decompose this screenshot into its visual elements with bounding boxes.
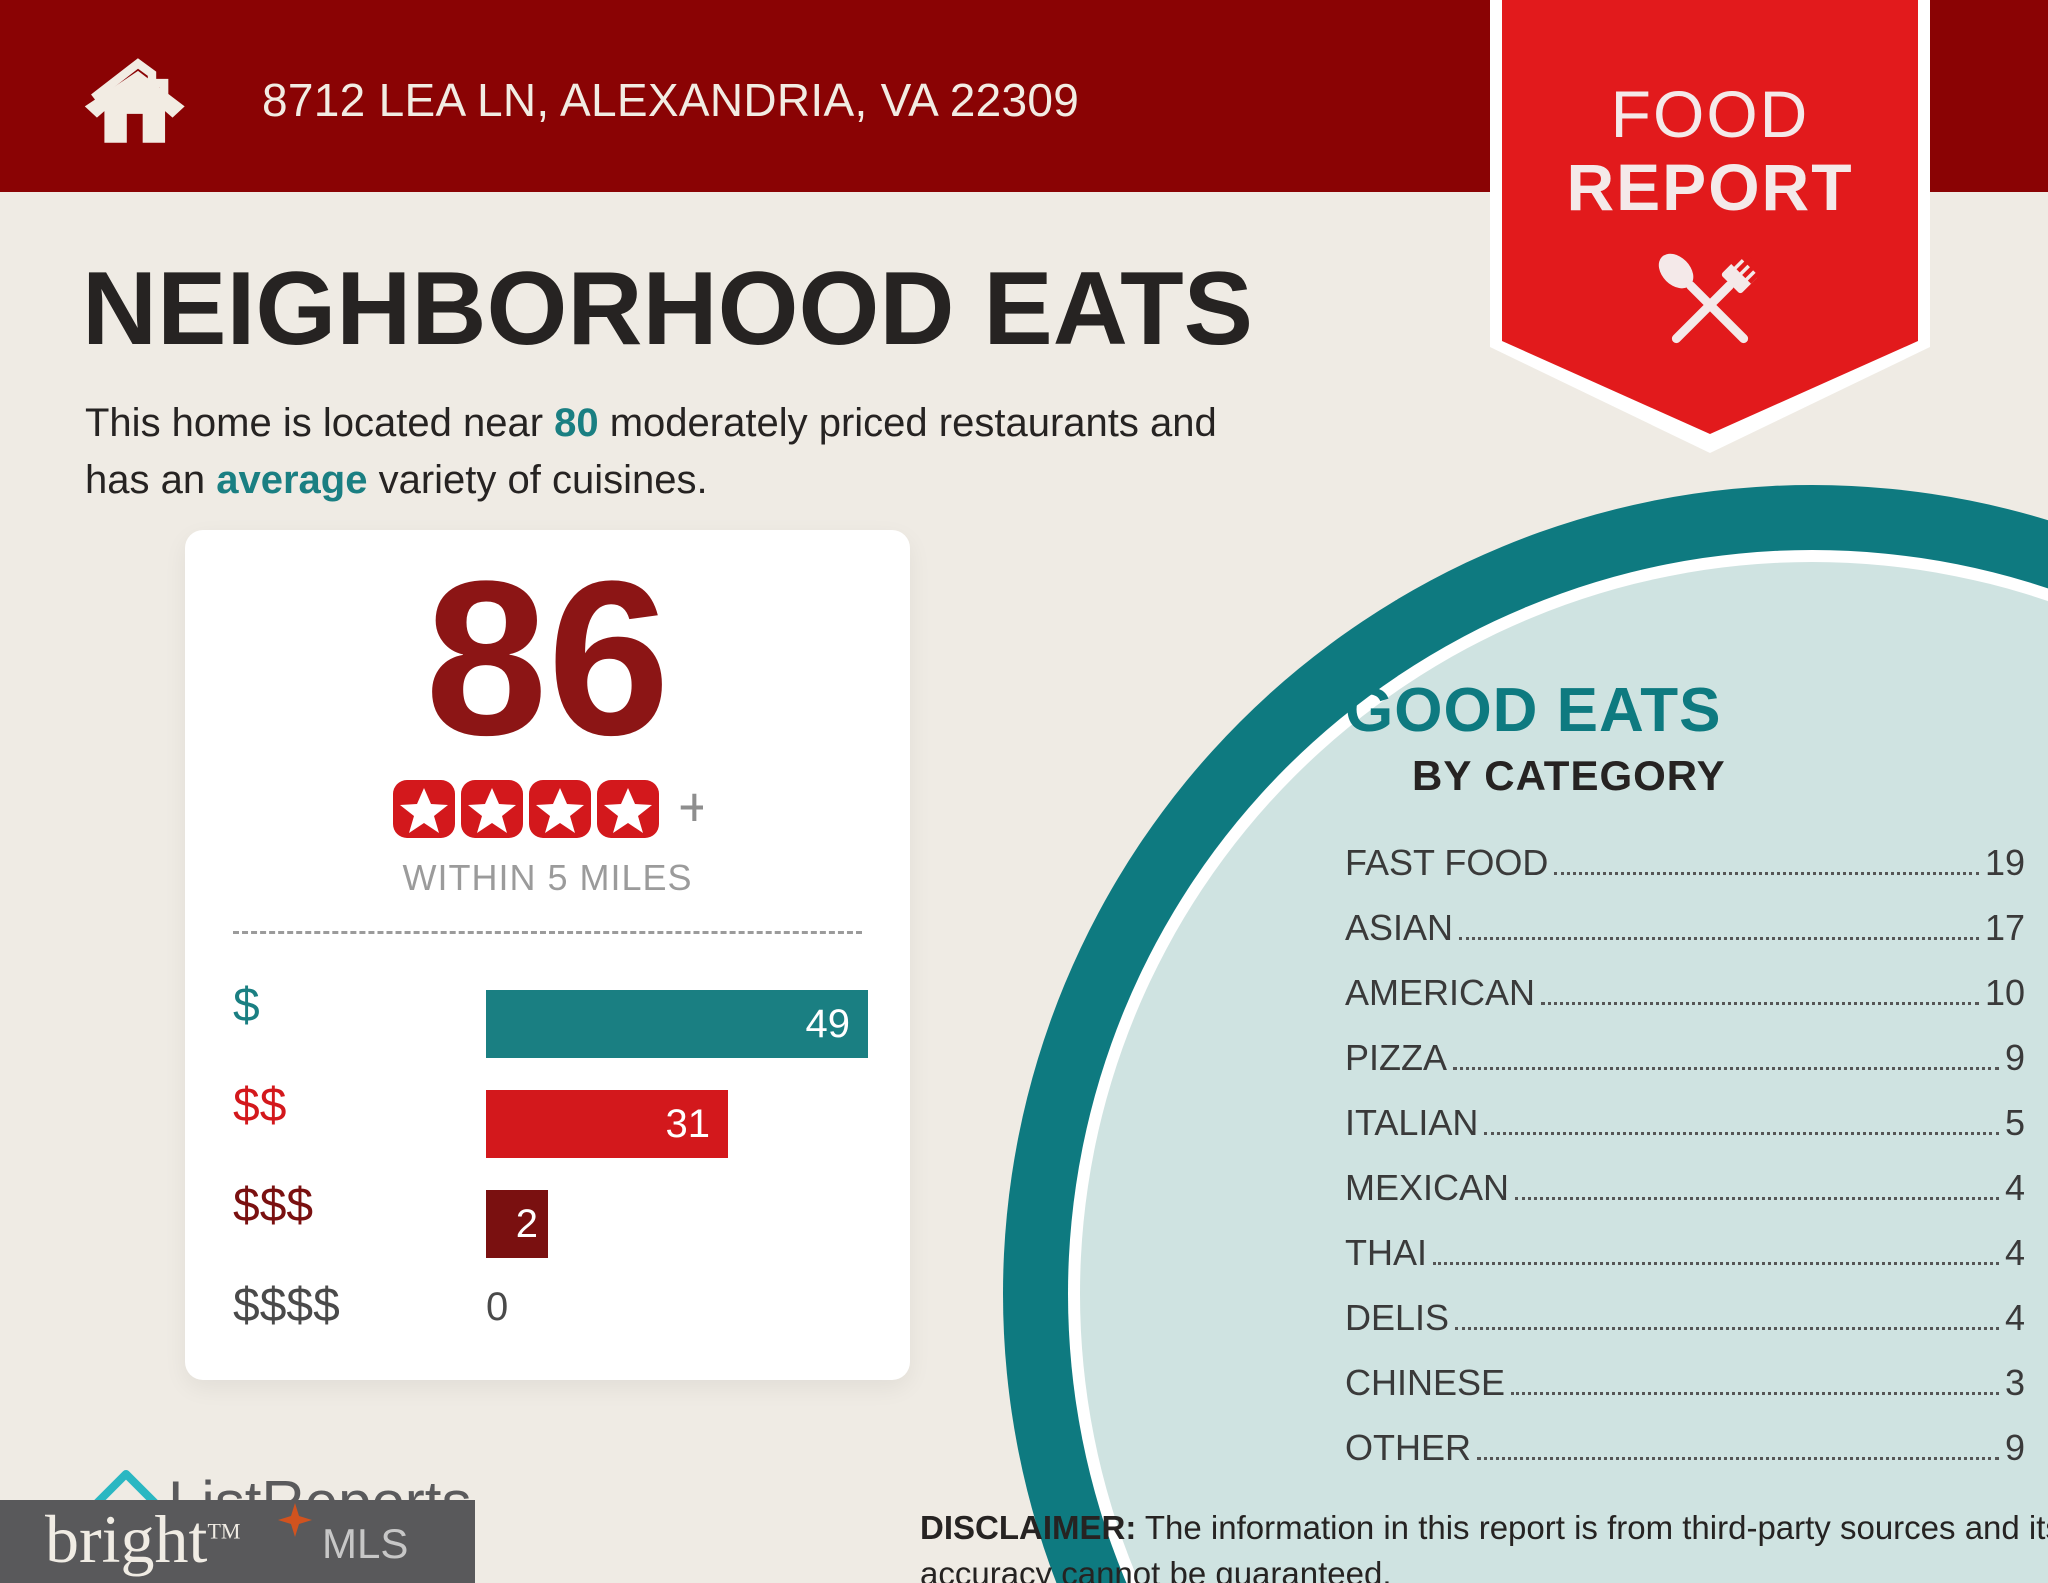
svg-text:FOOD: FOOD [1611, 77, 1810, 151]
svg-text:REPORT: REPORT [1566, 150, 1853, 224]
svg-text:+: + [678, 778, 703, 838]
